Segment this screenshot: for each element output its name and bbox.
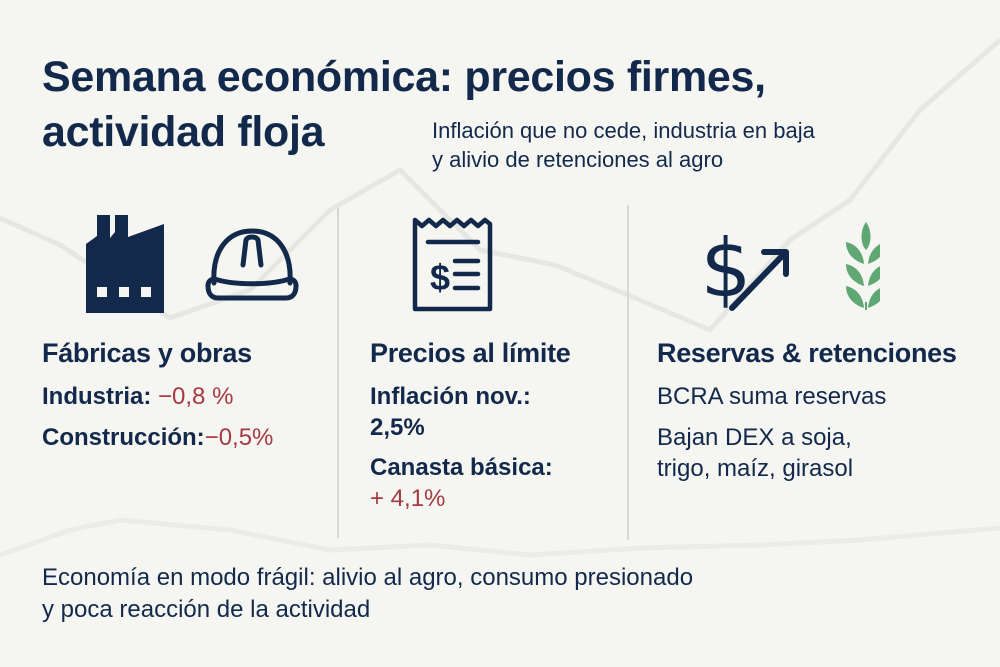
industry-value: −0,8 % xyxy=(158,383,234,410)
inflation-value: 2,5% xyxy=(370,414,425,441)
industry-stat: Industria: −0,8 % xyxy=(42,383,234,410)
column-factories-works: Fábricas y obras Industria: −0,8 % Const… xyxy=(42,336,273,453)
dollar-trend-up-icon: $ xyxy=(701,222,789,315)
inflation-label: Inflación nov.: xyxy=(370,383,531,410)
basket-label: Canasta básica: xyxy=(370,454,553,481)
wheat-icon xyxy=(846,222,886,310)
svg-text:$: $ xyxy=(430,257,450,298)
column-divider xyxy=(337,208,339,538)
column-heading: Precios al límite xyxy=(370,338,571,368)
column-reserves-duties: Reservas & retenciones BCRA suma reserva… xyxy=(657,336,957,484)
column-heading: Reservas & retenciones xyxy=(657,338,957,368)
factory-icon xyxy=(86,215,164,313)
page-title: Semana económica: precios firmes, activi… xyxy=(42,53,766,156)
receipt-dollar-icon: $ xyxy=(412,217,493,312)
bcra-reserves-text: BCRA suma reservas xyxy=(657,383,887,410)
column-1-icons xyxy=(86,214,306,319)
column-2-icons: $ xyxy=(412,214,496,317)
hard-hat-icon xyxy=(205,228,299,301)
footer-summary: Economía en modo frágil: alivio al agro,… xyxy=(42,564,694,623)
column-3-icons: $ xyxy=(700,212,886,317)
subtitle: Inflación que no cede, industria en baja… xyxy=(432,118,815,172)
column-heading: Fábricas y obras xyxy=(42,338,252,368)
column-prices: Precios al límite Inflación nov.: 2,5% C… xyxy=(370,336,571,514)
column-divider xyxy=(627,205,629,540)
dex-cut-text-1: Bajan DEX a soja, xyxy=(657,424,852,451)
construction-stat: Construcción:−0,5% xyxy=(42,424,274,451)
construction-value: −0,5% xyxy=(204,424,274,451)
basket-value: + 4,1% xyxy=(370,485,446,512)
dex-cut-text-2: trigo, maíz, girasol xyxy=(657,455,854,482)
